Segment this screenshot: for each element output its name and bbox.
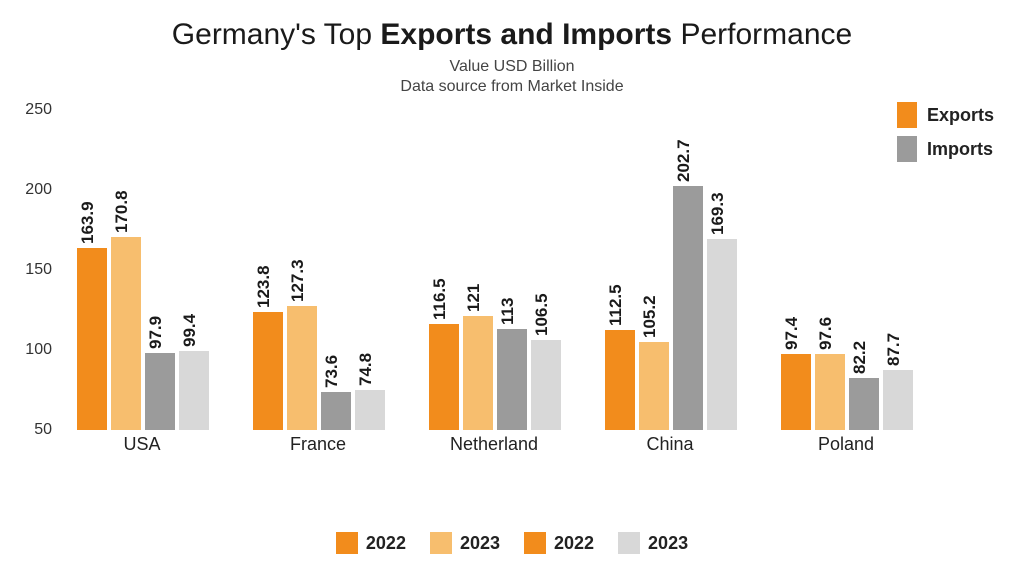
bar: 113	[497, 329, 527, 430]
bar-value-label: 74.8	[356, 353, 376, 386]
bar-value-label: 82.2	[850, 341, 870, 374]
y-tick-label: 50	[34, 421, 52, 439]
bar: 97.9	[145, 353, 175, 430]
bar: 97.4	[781, 354, 811, 430]
y-tick-label: 100	[25, 341, 52, 359]
bar-value-label: 99.4	[180, 314, 200, 347]
bar-value-label: 202.7	[674, 139, 694, 182]
bar-value-label: 127.3	[288, 260, 308, 303]
x-tick-label: USA	[123, 434, 160, 455]
bar: 116.5	[429, 324, 459, 430]
y-tick-label: 150	[25, 261, 52, 279]
bar-value-label: 116.5	[430, 278, 450, 320]
bar-value-label: 97.4	[782, 317, 802, 350]
title-suffix: Performance	[672, 18, 852, 51]
chart-title: Germany's Top Exports and Imports Perfor…	[0, 0, 1024, 52]
legend-bottom-item: 2023	[430, 532, 500, 554]
bar: 170.8	[111, 237, 141, 430]
bar: 97.6	[815, 354, 845, 430]
y-tick-label: 200	[25, 181, 52, 199]
bar: 127.3	[287, 306, 317, 430]
legend-bottom-item: 2023	[618, 532, 688, 554]
plot-area: 163.9170.897.999.4123.8127.373.674.8116.…	[62, 110, 1002, 430]
legend-bottom-label: 2023	[460, 533, 500, 554]
bar: 121	[463, 316, 493, 430]
chart-subtitle: Value USD Billion	[0, 58, 1024, 76]
bar: 105.2	[639, 342, 669, 430]
bar: 112.5	[605, 330, 635, 430]
bar: 87.7	[883, 370, 913, 430]
chart-source: Data source from Market Inside	[0, 78, 1024, 96]
chart-area: 50100150200250 163.9170.897.999.4123.812…	[10, 110, 1014, 470]
bar: 123.8	[253, 312, 283, 430]
legend-swatch	[336, 532, 358, 554]
bar-value-label: 97.9	[146, 316, 166, 349]
bar-value-label: 170.8	[112, 190, 132, 233]
x-tick-label: France	[290, 434, 346, 455]
bar-value-label: 121	[464, 284, 484, 312]
legend-bottom-item: 2022	[336, 532, 406, 554]
bar: 169.3	[707, 239, 737, 430]
title-prefix: Germany's Top	[172, 18, 381, 51]
x-tick-label: Poland	[818, 434, 874, 455]
bar-value-label: 87.7	[884, 333, 904, 366]
legend-swatch	[524, 532, 546, 554]
x-tick-label: China	[646, 434, 693, 455]
bar: 99.4	[179, 351, 209, 430]
legend-bottom-label: 2023	[648, 533, 688, 554]
bar-value-label: 97.6	[816, 317, 836, 350]
bar: 106.5	[531, 340, 561, 430]
legend-swatch	[430, 532, 452, 554]
legend-bottom-item: 2022	[524, 532, 594, 554]
bar-value-label: 123.8	[254, 265, 274, 308]
title-bold: Exports and Imports	[380, 18, 672, 51]
bar: 163.9	[77, 248, 107, 430]
bar-value-label: 106.5	[532, 293, 552, 336]
legend-bottom-label: 2022	[554, 533, 594, 554]
bar: 82.2	[849, 378, 879, 430]
legend-swatch	[618, 532, 640, 554]
bar-value-label: 169.3	[708, 193, 728, 236]
bar-value-label: 163.9	[78, 201, 98, 244]
bar: 73.6	[321, 392, 351, 430]
bar-value-label: 113	[498, 298, 518, 325]
bar: 74.8	[355, 390, 385, 430]
x-axis: USA France Netherland China Poland	[62, 434, 1002, 458]
y-tick-label: 250	[25, 101, 52, 119]
bar-value-label: 73.6	[322, 355, 342, 388]
bar: 202.7	[673, 186, 703, 430]
legend-bottom-label: 2022	[366, 533, 406, 554]
legend-bottom: 2022 2023 2022 2023	[0, 532, 1024, 554]
bar-value-label: 112.5	[606, 284, 626, 326]
y-axis: 50100150200250	[10, 110, 58, 430]
bar-value-label: 105.2	[640, 295, 660, 338]
x-tick-label: Netherland	[450, 434, 538, 455]
